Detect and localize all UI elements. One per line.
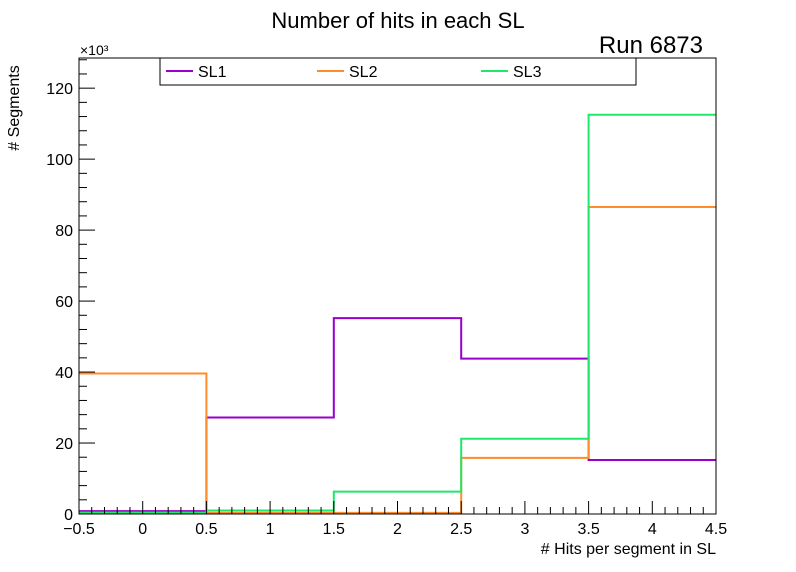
x-tick-label: −0.5	[63, 521, 95, 538]
x-tick-label: 1	[266, 521, 275, 538]
legend: SL1 SL2 SL3	[159, 57, 637, 86]
y-tick-label: 80	[55, 223, 73, 240]
legend-label-sl2: SL2	[349, 64, 378, 81]
histogram-series-layer	[79, 113, 716, 514]
legend-label-sl1: SL1	[198, 64, 227, 81]
x-tick-label: 4.5	[705, 521, 727, 538]
y-tick-label: 0	[64, 507, 73, 524]
axes-layer	[78, 57, 717, 515]
x-tick-label: 1.5	[323, 521, 345, 538]
x-tick-label: 0.5	[195, 521, 217, 538]
y-tick-label: 60	[55, 294, 73, 311]
x-tick-labels: −0.5 0 0.5 1 1.5 2 2.5 3 3.5 4 4.5	[63, 521, 727, 538]
x-tick-label: 2	[393, 521, 402, 538]
run-label: Run 6873	[599, 32, 703, 59]
y-axis-exponent: ×10³	[80, 42, 109, 58]
plot-frame	[78, 57, 717, 515]
legend-box	[159, 57, 637, 86]
x-tick-label: 3.5	[577, 521, 599, 538]
y-tick-label: 20	[55, 436, 73, 453]
series-sl1-line	[79, 317, 716, 513]
series-sl3-line	[79, 113, 716, 514]
x-tick-label: 0	[138, 521, 147, 538]
x-axis-title: # Hits per segment in SL	[541, 541, 716, 558]
y-tick-labels: 0 20 40 60 80 100 120	[46, 81, 73, 524]
x-tick-label: 3	[520, 521, 529, 538]
chart-title: Number of hits in each SL	[271, 8, 524, 33]
legend-label-sl3: SL3	[513, 64, 542, 81]
x-tick-label: 2.5	[450, 521, 472, 538]
y-tick-label: 120	[46, 81, 73, 98]
x-tick-label: 4	[648, 521, 657, 538]
y-tick-label: 100	[46, 152, 73, 169]
series-sl2-line	[79, 206, 716, 514]
y-axis-title: # Segments	[6, 65, 23, 150]
y-tick-label: 40	[55, 365, 73, 382]
